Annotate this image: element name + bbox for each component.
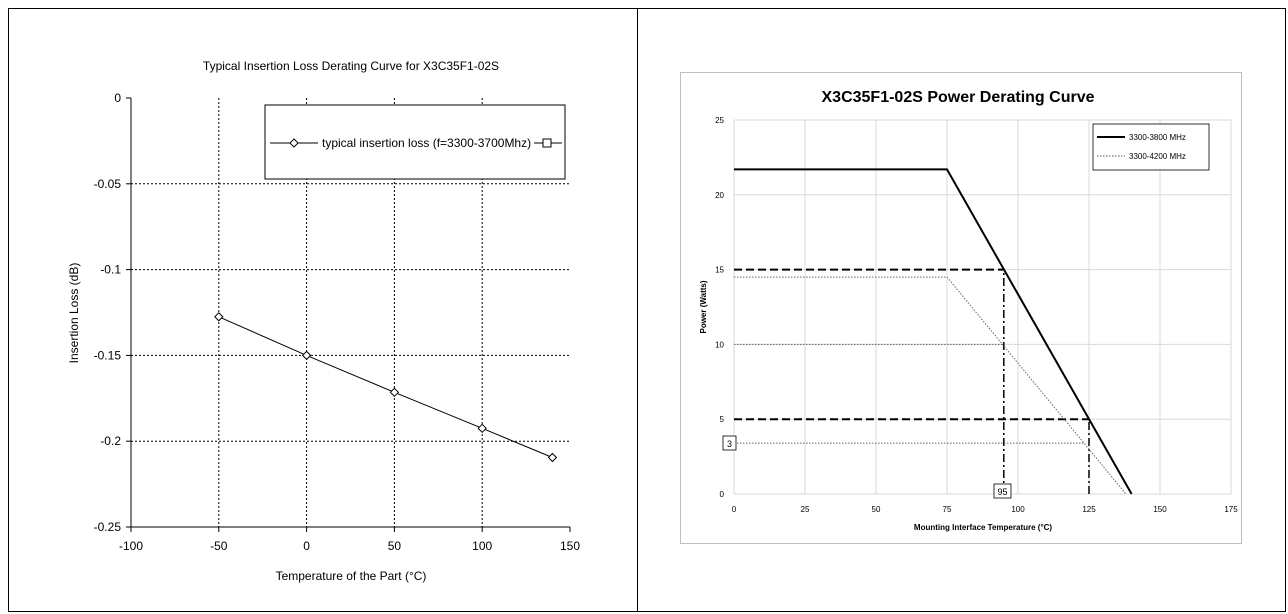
x-tick-label: 100 [472, 539, 492, 553]
legend-diamond-marker [289, 138, 299, 148]
insertion-loss-line [218, 316, 553, 458]
power-y-tick-label: 20 [715, 191, 724, 200]
power-annotations [734, 268, 1090, 494]
data-point-diamond [214, 312, 224, 322]
power-curve-3300-3800 [734, 168, 1133, 495]
power-chart-title: X3C35F1-02S Power Derating Curve [822, 89, 1095, 106]
data-point-diamond [301, 350, 312, 361]
legend-series-label: typical insertion loss (f=3300-3700Mhz) [322, 136, 531, 150]
power-curve-3300-4200 [734, 276, 1127, 495]
insertion-loss-x-axis-label: Temperature of the Part (°C) [276, 569, 427, 583]
insertion-loss-gridlines [131, 98, 570, 527]
power-gridlines [733, 119, 1232, 495]
x-tick-label: 50 [388, 539, 402, 553]
power-x-tick-label: 75 [943, 505, 952, 514]
y-tick-label: -0.1 [100, 263, 121, 277]
power-series [734, 168, 1133, 495]
power-y-tick-label: 0 [720, 490, 725, 499]
x-tick-label: -50 [210, 539, 228, 553]
boxed-label-3-text: 3 [727, 439, 732, 449]
power-legend-box [1092, 123, 1210, 171]
insertion-loss-y-axis-label: Insertion Loss (dB) [67, 263, 81, 364]
power-y-axis-label: Power (Watts) [699, 280, 708, 333]
data-point-diamond [547, 452, 558, 463]
power-legend: 3300-3800 MHz 3300-4200 MHz [1092, 123, 1210, 171]
legend-box [264, 104, 566, 180]
power-y-tick-label: 5 [720, 415, 725, 424]
power-boxed-label-95: 95 [993, 483, 1012, 499]
power-x-tick-label: 25 [801, 505, 810, 514]
figure-table [8, 8, 1286, 612]
power-legend-label-1: 3300-3800 MHz [1129, 133, 1186, 142]
y-tick-label: -0.15 [94, 348, 122, 362]
insertion-loss-series [214, 312, 558, 463]
power-tick-labels: 0 25 50 75 100 125 150 175 0 5 10 15 20 25 [715, 116, 1238, 514]
power-x-tick-label: 50 [872, 505, 881, 514]
power-x-tick-label: 175 [1224, 505, 1238, 514]
power-y-tick-label: 10 [715, 340, 724, 349]
x-tick-label: 150 [560, 539, 580, 553]
power-x-tick-label: 150 [1153, 505, 1167, 514]
power-x-axis-label: Mounting Interface Temperature (°C) [914, 523, 1053, 532]
y-tick-label: -0.2 [100, 434, 121, 448]
boxed-label-95-text: 95 [997, 487, 1007, 497]
x-tick-label: -100 [119, 539, 143, 553]
power-y-tick-label: 15 [715, 266, 724, 275]
boxed-label-95-box [993, 483, 1012, 499]
insertion-loss-legend: typical insertion loss (f=3300-3700Mhz) [264, 104, 566, 180]
power-x-tick-label: 125 [1082, 505, 1096, 514]
insertion-loss-tick-labels: -100 -50 0 50 100 150 0 -0.05 -0.1 -0.15 -0.2 -0.25 [94, 91, 581, 553]
data-point-diamond [477, 423, 487, 434]
table-cell-divider [637, 8, 638, 612]
boxed-label-3-box [722, 435, 737, 451]
insertion-loss-axes [126, 97, 571, 532]
y-tick-label: -0.25 [94, 520, 122, 534]
power-x-tick-label: 0 [732, 505, 737, 514]
insertion-loss-chart-title: Typical Insertion Loss Derating Curve fo… [203, 59, 499, 73]
y-tick-label: -0.05 [94, 177, 122, 191]
power-y-tick-label: 25 [715, 116, 724, 125]
data-point-diamond [389, 387, 400, 398]
legend-square-marker [542, 138, 552, 148]
power-x-tick-label: 100 [1011, 505, 1025, 514]
power-legend-label-2: 3300-4200 MHz [1129, 152, 1186, 161]
x-tick-label: 0 [303, 539, 310, 553]
power-boxed-label-3: 3 [722, 435, 737, 451]
y-tick-label: 0 [114, 91, 121, 105]
